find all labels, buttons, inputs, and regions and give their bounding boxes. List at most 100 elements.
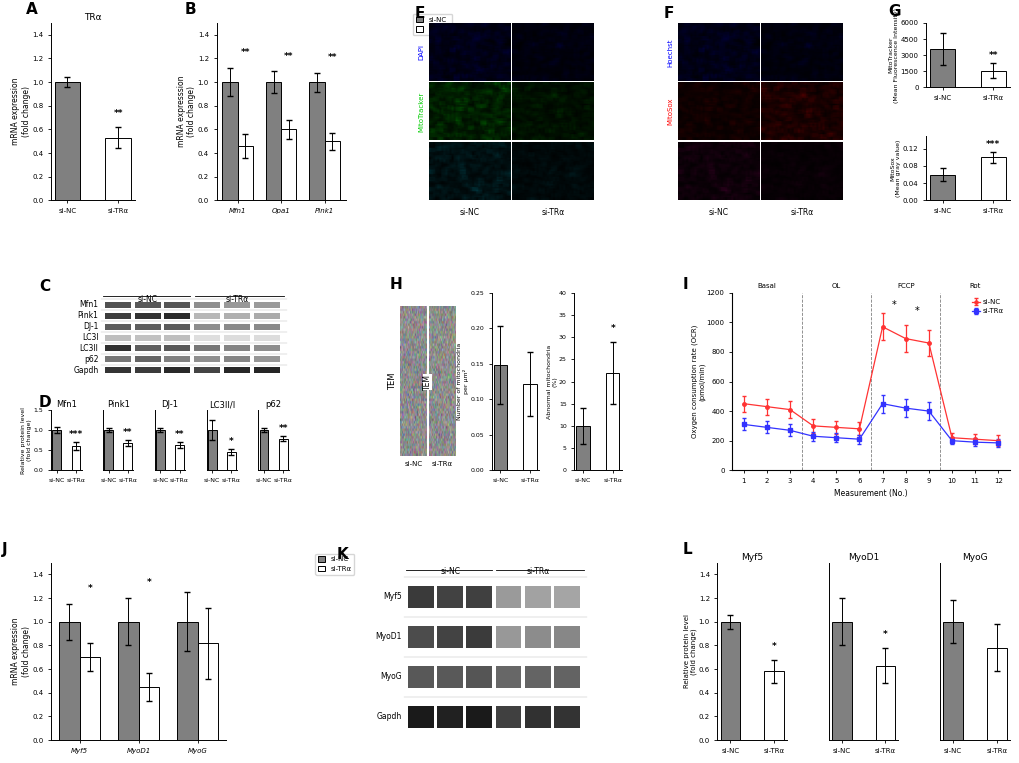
Bar xyxy=(194,324,220,330)
Bar xyxy=(979,157,1005,201)
Bar xyxy=(123,443,131,470)
Text: *: * xyxy=(229,437,233,446)
Bar xyxy=(678,83,759,140)
Text: *: * xyxy=(914,307,919,317)
Bar xyxy=(254,346,279,352)
Bar xyxy=(309,82,324,201)
Bar xyxy=(254,313,279,319)
Bar xyxy=(428,24,511,81)
Text: A: A xyxy=(25,2,38,17)
Bar xyxy=(466,665,491,687)
Bar xyxy=(254,356,279,362)
Text: E: E xyxy=(414,5,424,21)
Text: Hoechst: Hoechst xyxy=(667,38,673,66)
Bar xyxy=(164,324,191,330)
Text: si-NC: si-NC xyxy=(440,567,460,576)
Bar xyxy=(408,706,433,728)
Text: *: * xyxy=(882,630,887,639)
Text: TEM: TEM xyxy=(423,374,432,389)
Text: **: ** xyxy=(113,109,122,118)
Bar xyxy=(525,706,550,728)
Bar xyxy=(437,665,463,687)
Bar xyxy=(553,586,579,608)
Text: *: * xyxy=(771,642,775,651)
Y-axis label: mRNA expresssion
(fold change): mRNA expresssion (fold change) xyxy=(176,76,196,147)
Y-axis label: Abnormal mitochondria
(%): Abnormal mitochondria (%) xyxy=(546,344,556,419)
Bar xyxy=(525,665,550,687)
Bar xyxy=(761,24,843,81)
Text: si-NC: si-NC xyxy=(404,461,422,467)
Bar xyxy=(223,334,250,340)
Bar xyxy=(223,302,250,308)
Bar xyxy=(512,142,594,200)
Bar xyxy=(227,452,235,470)
Text: **: ** xyxy=(174,430,184,439)
Bar xyxy=(260,430,268,470)
Title: MyoG: MyoG xyxy=(961,553,986,562)
Bar xyxy=(437,626,463,648)
Legend: si-NC, si-TRα: si-NC, si-TRα xyxy=(315,554,355,575)
Bar xyxy=(678,142,759,200)
Bar xyxy=(222,82,237,201)
Bar xyxy=(194,356,220,362)
Title: LC3II/I: LC3II/I xyxy=(209,400,234,409)
Bar xyxy=(105,346,130,352)
Text: si-TRα: si-TRα xyxy=(790,208,813,217)
Y-axis label: Relative protein level
(fold change): Relative protein level (fold change) xyxy=(683,614,697,688)
Bar xyxy=(194,367,220,373)
Bar xyxy=(223,313,250,319)
Text: D: D xyxy=(39,395,52,410)
Bar xyxy=(198,643,218,740)
Bar xyxy=(79,657,100,740)
Bar xyxy=(466,706,491,728)
Text: DJ-1: DJ-1 xyxy=(84,322,99,331)
Bar xyxy=(223,367,250,373)
Text: *: * xyxy=(88,584,93,594)
Bar xyxy=(495,665,521,687)
Bar xyxy=(254,334,279,340)
Y-axis label: mRNA expression
(fold change): mRNA expression (fold change) xyxy=(11,617,31,685)
Bar xyxy=(929,175,955,201)
Bar xyxy=(553,706,579,728)
Title: Mfn1: Mfn1 xyxy=(56,400,76,409)
Text: MitoSox: MitoSox xyxy=(667,98,673,125)
Text: C: C xyxy=(39,279,50,294)
Bar xyxy=(576,426,589,470)
Bar xyxy=(408,586,433,608)
Bar xyxy=(194,346,220,352)
Bar xyxy=(605,372,619,470)
Bar xyxy=(105,367,130,373)
Bar xyxy=(223,346,250,352)
Text: G: G xyxy=(888,5,900,19)
Bar xyxy=(493,365,506,470)
Text: Basal: Basal xyxy=(757,283,775,289)
Bar xyxy=(105,334,130,340)
Bar xyxy=(164,334,191,340)
Bar xyxy=(52,430,61,470)
Bar xyxy=(254,324,279,330)
Bar xyxy=(105,313,130,319)
Bar xyxy=(175,445,183,470)
Bar xyxy=(278,439,287,470)
Bar xyxy=(254,302,279,308)
Bar xyxy=(495,586,521,608)
Y-axis label: mRNA expression
(fold change): mRNA expression (fold change) xyxy=(11,78,31,146)
Text: B: B xyxy=(184,2,196,17)
Text: TEM: TEM xyxy=(388,373,396,390)
Bar xyxy=(55,82,81,201)
Text: si-TRα: si-TRα xyxy=(526,567,549,576)
Bar xyxy=(266,82,281,201)
Bar xyxy=(135,367,161,373)
Bar xyxy=(104,430,113,470)
Text: ***: *** xyxy=(68,430,83,439)
Bar xyxy=(281,130,297,201)
Text: si-NC: si-NC xyxy=(708,208,729,217)
Y-axis label: Relative protein level
(fold change): Relative protein level (fold change) xyxy=(21,407,33,474)
Bar xyxy=(177,622,198,740)
X-axis label: Measurement (No.): Measurement (No.) xyxy=(834,489,907,498)
Text: Merge: Merge xyxy=(667,160,673,182)
Bar xyxy=(105,324,130,330)
Bar xyxy=(678,24,759,81)
Text: Mfn1: Mfn1 xyxy=(79,301,99,310)
Text: si-TRα: si-TRα xyxy=(431,461,452,467)
